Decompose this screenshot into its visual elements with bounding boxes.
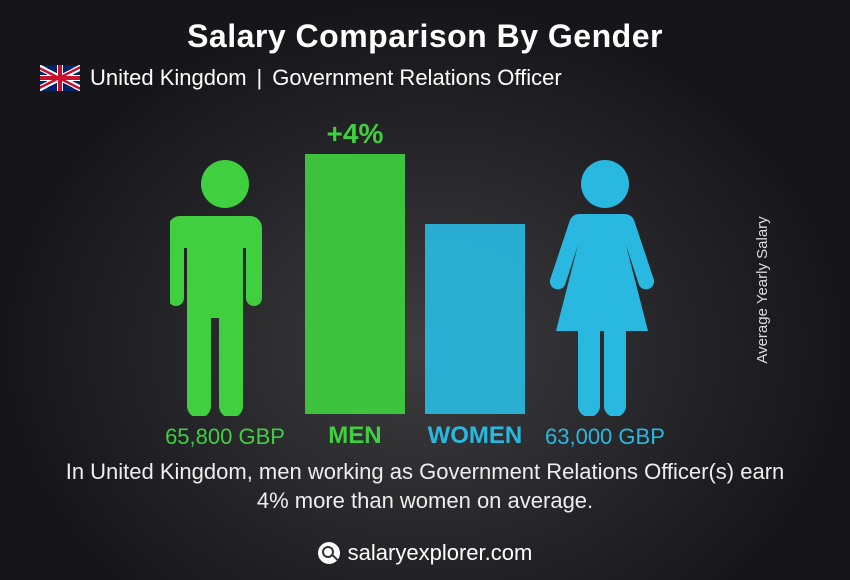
footer: salaryexplorer.com bbox=[0, 540, 850, 566]
female-person-icon bbox=[545, 156, 665, 416]
men-salary: 65,800 GBP bbox=[165, 424, 285, 450]
subheader: United Kingdom | Government Relations Of… bbox=[40, 65, 850, 91]
uk-flag-icon bbox=[40, 65, 80, 91]
page-title: Salary Comparison By Gender bbox=[0, 0, 850, 55]
chart-area: 65,800 GBP +4% MEN WOMEN 63,000 GBP bbox=[50, 110, 780, 450]
women-bar-label: WOMEN bbox=[428, 422, 523, 450]
men-bar bbox=[305, 154, 405, 414]
site-name: salaryexplorer.com bbox=[348, 540, 533, 566]
women-bar-col: WOMEN bbox=[425, 224, 525, 450]
men-bar-col: +4% MEN bbox=[305, 154, 405, 450]
separator: | bbox=[257, 65, 263, 91]
delta-label: +4% bbox=[327, 118, 384, 150]
magnifier-icon bbox=[318, 542, 340, 564]
men-bar-label: MEN bbox=[328, 422, 381, 450]
job-title-label: Government Relations Officer bbox=[272, 65, 561, 91]
y-axis-label: Average Yearly Salary bbox=[754, 216, 771, 363]
infographic-container: Salary Comparison By Gender United Kingd… bbox=[0, 0, 850, 580]
summary-text: In United Kingdom, men working as Govern… bbox=[60, 457, 790, 516]
women-figure-col: 63,000 GBP bbox=[545, 156, 665, 450]
men-figure-col: 65,800 GBP bbox=[165, 156, 285, 450]
country-label: United Kingdom bbox=[90, 65, 247, 91]
male-person-icon bbox=[170, 156, 280, 416]
women-salary: 63,000 GBP bbox=[545, 424, 665, 450]
women-bar bbox=[425, 224, 525, 414]
